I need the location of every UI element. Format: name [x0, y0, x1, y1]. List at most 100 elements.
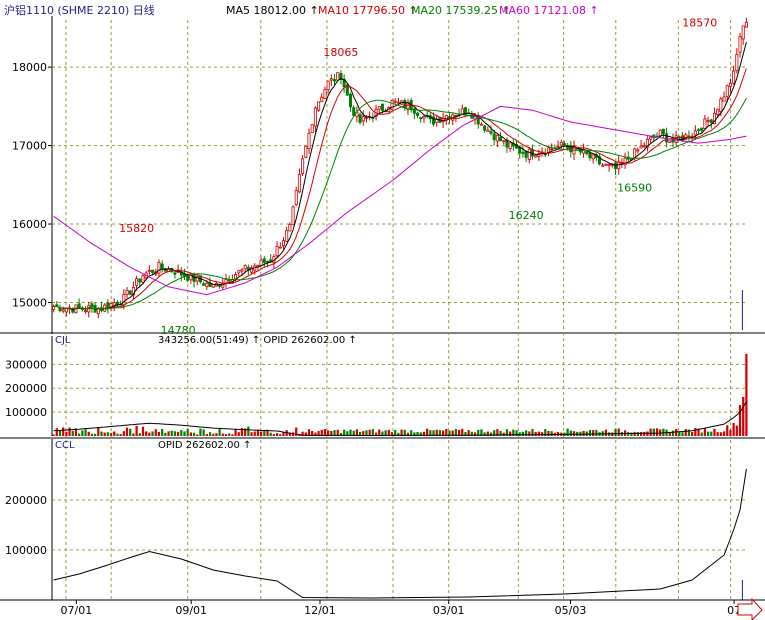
candle-body	[336, 72, 340, 81]
volume-bar	[524, 430, 528, 436]
candle-body	[313, 107, 317, 127]
candle-body	[358, 114, 362, 123]
volume-bar	[489, 432, 493, 436]
volume-bar	[132, 433, 135, 436]
volume-bar	[199, 428, 202, 436]
candle-body	[722, 96, 726, 102]
volume-panel-info: 343256.00(51:49) ↑ OPID 262602.00 ↑	[158, 335, 357, 346]
volume-bar	[378, 429, 381, 436]
candle-body	[291, 206, 295, 225]
volume-bar	[681, 432, 684, 436]
x-tick-label: 03/01	[433, 604, 465, 617]
volume-bar	[726, 425, 729, 436]
volume-bar	[307, 429, 311, 436]
price-annotation: 15820	[119, 222, 154, 235]
candle-body	[479, 123, 483, 126]
candle-body	[623, 157, 627, 166]
volume-bar	[122, 431, 125, 436]
candle-body	[403, 100, 407, 108]
candle-body	[310, 124, 314, 133]
candle-body	[138, 278, 142, 283]
volume-bar	[304, 432, 307, 436]
volume-panel-label: CJL	[55, 335, 71, 346]
candle-body	[668, 140, 672, 143]
volume-bar	[58, 430, 62, 436]
scroll-right-icon[interactable]	[737, 597, 763, 620]
volume-bar	[502, 432, 505, 436]
volume-bar	[212, 433, 215, 436]
candle-body	[735, 53, 739, 72]
volume-bar	[413, 432, 416, 436]
candle-body	[285, 230, 289, 242]
volume-bar	[445, 428, 448, 436]
volume-bar	[521, 431, 525, 436]
candle-body	[658, 129, 662, 137]
candle-body	[112, 302, 116, 306]
volume-bar	[537, 431, 540, 436]
candle-body	[186, 274, 190, 281]
volume-bar	[438, 430, 442, 436]
candle-body	[706, 120, 710, 122]
candle-body	[524, 151, 528, 158]
oi-panel-label: CCL	[55, 440, 75, 451]
candle-body	[141, 275, 145, 284]
candle-body	[645, 138, 649, 148]
volume-bar	[244, 428, 247, 436]
price-annotation: 16590	[617, 182, 652, 195]
volume-bar	[81, 430, 84, 436]
oi-tick-label: 100000	[5, 544, 47, 557]
candle-body	[607, 164, 611, 167]
candle-body	[227, 279, 231, 282]
volume-bar	[467, 430, 470, 436]
volume-bar	[317, 431, 320, 436]
candle-body	[460, 108, 464, 115]
candle-body	[744, 21, 748, 28]
candle-body	[259, 259, 263, 266]
volume-bar	[260, 431, 263, 436]
volume-bar	[694, 428, 697, 436]
volume-bar	[604, 429, 608, 436]
volume-bar	[250, 432, 253, 436]
volume-bar	[588, 429, 592, 436]
axis-layer: 15000 16000 17000 18000 100000 200000 300000 10…	[5, 61, 743, 617]
open-interest-line	[53, 468, 747, 599]
volume-bar	[732, 422, 735, 436]
volume-bar	[534, 431, 537, 436]
open-interest-panel	[53, 468, 747, 599]
volume-bar	[473, 432, 477, 436]
volume-bar	[183, 431, 186, 436]
volume-bar	[697, 428, 700, 436]
oi-tick-label: 200000	[5, 494, 47, 507]
ma60-label: MA60 17121.08 ↑	[499, 4, 599, 17]
price-panel: 15820 14780 18065 16240 16590 18570	[52, 16, 748, 337]
x-tick-label: 07/01	[61, 604, 93, 617]
volume-bar	[269, 432, 272, 436]
volume-bar	[228, 433, 231, 436]
candle-body	[642, 145, 646, 148]
volume-bar	[256, 429, 260, 436]
candle-body	[604, 163, 608, 166]
volume-bar	[556, 431, 560, 436]
volume-bar	[713, 428, 716, 436]
volume-bar	[630, 432, 633, 436]
candle-body	[613, 162, 618, 170]
volume-bar	[496, 429, 499, 436]
volume-bar	[566, 428, 569, 436]
candle-body	[297, 174, 301, 193]
candle-body	[329, 78, 333, 81]
volume-bar	[62, 427, 65, 436]
oi-panel-info: OPID 262602.00 ↑	[158, 440, 251, 451]
candle-body	[135, 278, 139, 286]
candle-body	[502, 140, 506, 143]
volume-bar	[483, 432, 486, 436]
candle-body	[700, 127, 704, 131]
volume-bar	[461, 428, 464, 436]
candle-body	[588, 152, 592, 159]
volume-bar	[742, 397, 745, 436]
volume-bar	[441, 430, 445, 436]
ma60-line	[53, 105, 747, 296]
volume-bar	[138, 433, 141, 436]
volume-bar	[176, 431, 180, 436]
volume-bar	[145, 431, 148, 436]
volume-bar	[330, 430, 333, 436]
